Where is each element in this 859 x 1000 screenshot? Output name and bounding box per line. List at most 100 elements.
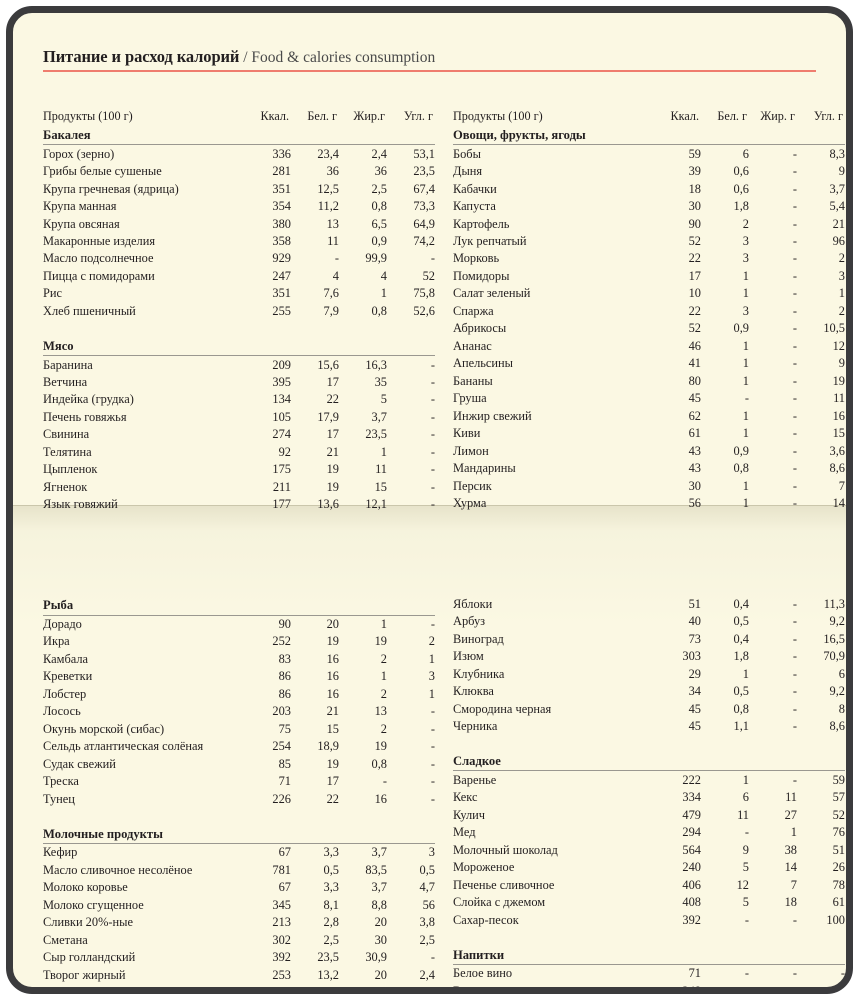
product-value: - bbox=[792, 408, 797, 423]
table-row: Помидоры 17 1 - 3 bbox=[453, 268, 845, 285]
product-name: Мед bbox=[453, 825, 476, 840]
product-value: 354 bbox=[272, 199, 291, 214]
table-row: Сливки 20%-ные 213 2,8 20 3,8 bbox=[43, 914, 435, 931]
table-row: Крупа овсяная 380 13 6,5 64,9 bbox=[43, 215, 435, 232]
column-header: Продукты (100 г) bbox=[453, 109, 543, 123]
product-value: 1 bbox=[742, 356, 749, 371]
product-value: 23,5 bbox=[413, 164, 435, 179]
product-value: - bbox=[792, 649, 797, 664]
product-value: 5 bbox=[742, 860, 749, 875]
product-value: 8,6 bbox=[829, 719, 846, 734]
product-value: 19 bbox=[326, 462, 339, 477]
product-value: 9 bbox=[742, 842, 749, 857]
product-name: Молоко коровье bbox=[43, 880, 128, 895]
product-value: - bbox=[792, 614, 797, 629]
product-value: 30 bbox=[374, 932, 387, 947]
table-row: Инжир свежий 62 1 - 16 bbox=[453, 407, 845, 424]
product-name: Морковь bbox=[453, 251, 500, 266]
product-value: 6 bbox=[742, 146, 749, 161]
product-value: 17 bbox=[326, 774, 339, 789]
product-value: 14 bbox=[832, 496, 845, 511]
product-name: Грибы белые сушеные bbox=[43, 164, 162, 179]
product-value: 18 bbox=[784, 895, 797, 910]
product-name: Язык говяжий bbox=[43, 497, 118, 512]
product-value: 52 bbox=[688, 321, 701, 336]
section-title: Рыба bbox=[43, 595, 435, 616]
product-value: - bbox=[792, 631, 797, 646]
product-value: 26 bbox=[832, 860, 845, 875]
product-value: 105 bbox=[272, 409, 291, 424]
product-value: 21 bbox=[832, 216, 845, 231]
product-value: 16 bbox=[832, 408, 845, 423]
product-value: - bbox=[792, 338, 797, 353]
table-row: Груша 45 - - 11 bbox=[453, 390, 845, 407]
product-value: 64,9 bbox=[413, 216, 435, 231]
product-name: Абрикосы bbox=[453, 321, 507, 336]
table-row: Хурма 56 1 - 14 bbox=[453, 495, 845, 512]
column-header: Угл. г bbox=[403, 109, 433, 123]
product-value: 281 bbox=[272, 164, 291, 179]
product-name: Водка bbox=[453, 983, 485, 994]
product-value: - bbox=[792, 461, 797, 476]
product-value: 406 bbox=[682, 877, 701, 892]
section-title: Молочные продукты bbox=[43, 807, 435, 844]
table-row: Изюм 303 1,8 - 70,9 bbox=[453, 648, 845, 665]
product-value: 38 bbox=[784, 842, 797, 857]
table-row: Лосось 203 21 13 - bbox=[43, 703, 435, 720]
column-header: Ккал. bbox=[260, 109, 289, 123]
table-row: Капуста 30 1,8 - 5,4 bbox=[453, 198, 845, 215]
product-value: 100 bbox=[826, 912, 845, 927]
table-row: Абрикосы 52 0,9 - 10,5 bbox=[453, 320, 845, 337]
product-value: 1 bbox=[838, 286, 845, 301]
product-value: 86 bbox=[278, 669, 291, 684]
product-value: 247 bbox=[272, 268, 291, 283]
product-value: 0,5 bbox=[419, 862, 436, 877]
product-name: Сельдь атлантическая солёная bbox=[43, 739, 204, 754]
product-value: - bbox=[792, 966, 797, 981]
product-value: 90 bbox=[278, 616, 291, 631]
product-value: - bbox=[792, 666, 797, 681]
product-value: 74,2 bbox=[413, 234, 435, 248]
product-value: 15 bbox=[326, 721, 339, 736]
product-value: - bbox=[430, 791, 435, 806]
product-name: Мандарины bbox=[453, 461, 516, 476]
product-value: 15,6 bbox=[317, 357, 339, 372]
product-value: - bbox=[792, 216, 797, 231]
section-title: Мясо bbox=[43, 320, 435, 357]
product-value: 2,5 bbox=[371, 181, 388, 196]
product-name: Сахар-песок bbox=[453, 912, 519, 927]
product-value: 52,6 bbox=[413, 303, 435, 318]
table-row: Сыр голландский 392 23,5 30,9 - bbox=[43, 949, 435, 966]
product-value: 8,8 bbox=[371, 897, 388, 912]
product-value: - bbox=[430, 721, 435, 736]
product-value: 73,3 bbox=[413, 199, 435, 214]
product-name: Ветчина bbox=[43, 375, 88, 389]
left-column: Продукты (100 г) Ккал. Бел. г Жир.г Угл. г Ба… bbox=[43, 108, 436, 987]
product-value: 17 bbox=[688, 268, 701, 283]
product-value: 1 bbox=[380, 286, 387, 301]
table-row: Дыня 39 0,6 - 9 bbox=[453, 163, 845, 180]
product-value: 75,8 bbox=[413, 286, 435, 301]
product-value: 71 bbox=[278, 774, 291, 789]
product-value: 0,8 bbox=[371, 303, 388, 318]
product-value: - bbox=[430, 375, 435, 389]
product-name: Масло подсолнечное bbox=[43, 251, 154, 266]
product-value: - bbox=[792, 286, 797, 301]
product-value: 1,8 bbox=[733, 649, 750, 664]
product-name: Клюква bbox=[453, 684, 494, 699]
product-value: - bbox=[430, 704, 435, 719]
product-value: 92 bbox=[278, 444, 291, 459]
product-value: 2,4 bbox=[419, 967, 436, 982]
product-value: 21 bbox=[326, 444, 339, 459]
product-value: 3,7 bbox=[829, 181, 846, 196]
product-value: 203 bbox=[272, 704, 291, 719]
product-value: 22 bbox=[326, 791, 339, 806]
product-value: - bbox=[840, 966, 845, 981]
product-value: - bbox=[430, 756, 435, 771]
product-value: 16,5 bbox=[823, 631, 845, 646]
product-name: Тунец bbox=[43, 791, 75, 806]
product-value: 1 bbox=[380, 444, 387, 459]
spacer-row bbox=[453, 512, 845, 595]
product-value: - bbox=[792, 321, 797, 336]
product-name: Лобстер bbox=[43, 686, 87, 701]
